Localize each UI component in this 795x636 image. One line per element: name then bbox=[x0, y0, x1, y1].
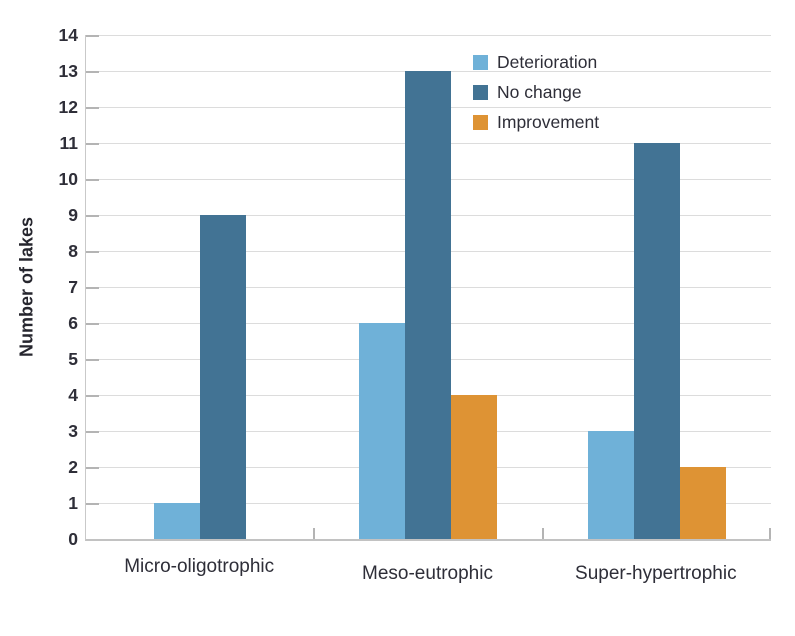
plot-area: Deterioration No change Improvement bbox=[85, 35, 771, 541]
bar-no-change-super-hypertrophic bbox=[633, 143, 680, 539]
legend-swatch-icon bbox=[473, 54, 488, 70]
legend-label: No change bbox=[497, 81, 582, 102]
bar-no-change-meso-eutrophic bbox=[405, 71, 452, 539]
y-tick-icon bbox=[86, 467, 99, 469]
y-tick-icon bbox=[86, 107, 99, 109]
y-tick-label: 11 bbox=[59, 133, 79, 153]
y-tick-label: 5 bbox=[68, 349, 78, 369]
legend-item-improvement: Improvement bbox=[473, 107, 599, 137]
x-tick-icon bbox=[769, 528, 771, 539]
bar-improvement-super-hypertrophic bbox=[679, 467, 726, 539]
y-tick-label: 3 bbox=[68, 421, 78, 441]
y-tick-icon bbox=[86, 323, 99, 325]
y-tick-label: 9 bbox=[68, 205, 78, 225]
bar-deterioration-micro-oligotrophic bbox=[154, 503, 201, 539]
x-label-super-hypertrophic: Super-hypertrophic bbox=[575, 563, 737, 584]
y-tick-label: 2 bbox=[68, 457, 78, 477]
y-tick-icon bbox=[86, 251, 99, 253]
y-tick-icon bbox=[86, 287, 99, 289]
legend-label: Deterioration bbox=[497, 51, 598, 72]
bar-group-micro-oligotrophic bbox=[86, 35, 314, 539]
y-tick-label: 13 bbox=[58, 61, 78, 81]
x-axis-labels: Micro-oligotrophic Meso-eutrophic Super-hy… bbox=[85, 553, 770, 595]
y-axis-tick-labels: 0 1 2 3 4 5 6 7 8 9 10 11 12 13 14 bbox=[0, 25, 79, 549]
legend-item-deterioration: Deterioration bbox=[473, 47, 599, 77]
y-tick-icon bbox=[86, 395, 99, 397]
bar-no-change-micro-oligotrophic bbox=[200, 215, 247, 539]
y-tick-icon bbox=[86, 179, 99, 181]
x-tick-icon bbox=[313, 528, 316, 539]
y-tick-icon bbox=[86, 71, 99, 73]
bar-group-super-hypertrophic bbox=[543, 35, 771, 539]
y-tick-label: 12 bbox=[58, 97, 78, 117]
legend: Deterioration No change Improvement bbox=[473, 47, 599, 137]
bar-deterioration-meso-eutrophic bbox=[359, 323, 406, 539]
x-tick-icon bbox=[541, 528, 544, 539]
y-tick-label: 7 bbox=[68, 277, 78, 297]
y-tick-label: 6 bbox=[68, 313, 78, 333]
y-tick-icon bbox=[86, 215, 99, 217]
y-tick-icon bbox=[86, 503, 99, 505]
y-tick-label: 1 bbox=[68, 493, 78, 513]
x-label-meso-eutrophic: Meso-eutrophic bbox=[362, 563, 493, 584]
y-tick-label: 8 bbox=[68, 241, 78, 261]
bar-deterioration-super-hypertrophic bbox=[587, 431, 634, 539]
gridline bbox=[86, 35, 771, 36]
legend-swatch-icon bbox=[473, 84, 488, 100]
y-tick-icon bbox=[86, 431, 99, 433]
y-tick-label: 10 bbox=[58, 169, 78, 189]
y-tick-icon bbox=[86, 143, 99, 145]
y-tick-label: 0 bbox=[68, 529, 78, 549]
bar-group-meso-eutrophic bbox=[314, 35, 542, 539]
legend-swatch-icon bbox=[473, 114, 488, 130]
y-tick-label: 14 bbox=[58, 25, 78, 45]
bar-improvement-meso-eutrophic bbox=[451, 395, 498, 539]
y-tick-icon bbox=[86, 359, 99, 361]
x-label-micro-oligotrophic: Micro-oligotrophic bbox=[124, 556, 275, 577]
y-tick-icon bbox=[86, 35, 99, 37]
legend-item-no-change: No change bbox=[473, 77, 599, 107]
legend-label: Improvement bbox=[497, 111, 600, 132]
y-tick-label: 4 bbox=[68, 385, 78, 405]
